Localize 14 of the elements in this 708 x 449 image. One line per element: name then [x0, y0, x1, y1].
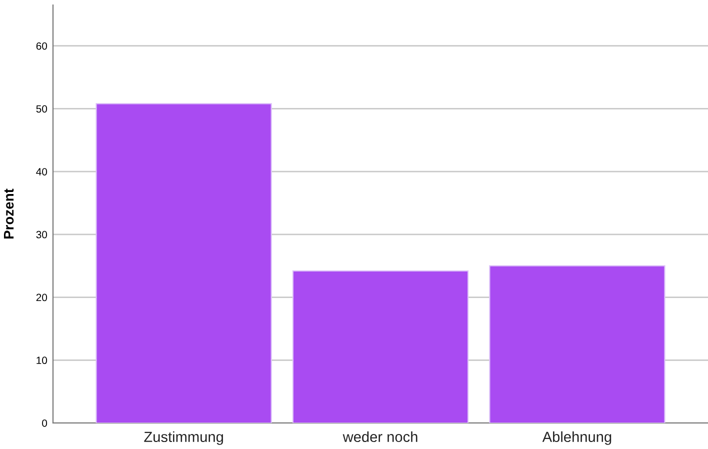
x-tick-label: weder noch	[342, 431, 418, 442]
y-tick-label: 40	[36, 168, 48, 176]
y-tick-label: 10	[36, 356, 48, 364]
bar	[489, 265, 666, 423]
y-tick-label: 0	[42, 420, 48, 427]
bar	[96, 103, 272, 423]
x-tick-label: Ablehnung	[542, 431, 612, 445]
y-tick-label: 20	[36, 294, 48, 302]
y-tick-label: 60	[36, 42, 48, 50]
y-tick-label: 50	[36, 105, 48, 113]
x-tick-label: Zustimmung	[144, 431, 223, 445]
y-axis-title: Prozent	[4, 188, 14, 239]
y-tick-label: 30	[36, 230, 48, 238]
bar	[292, 270, 469, 423]
